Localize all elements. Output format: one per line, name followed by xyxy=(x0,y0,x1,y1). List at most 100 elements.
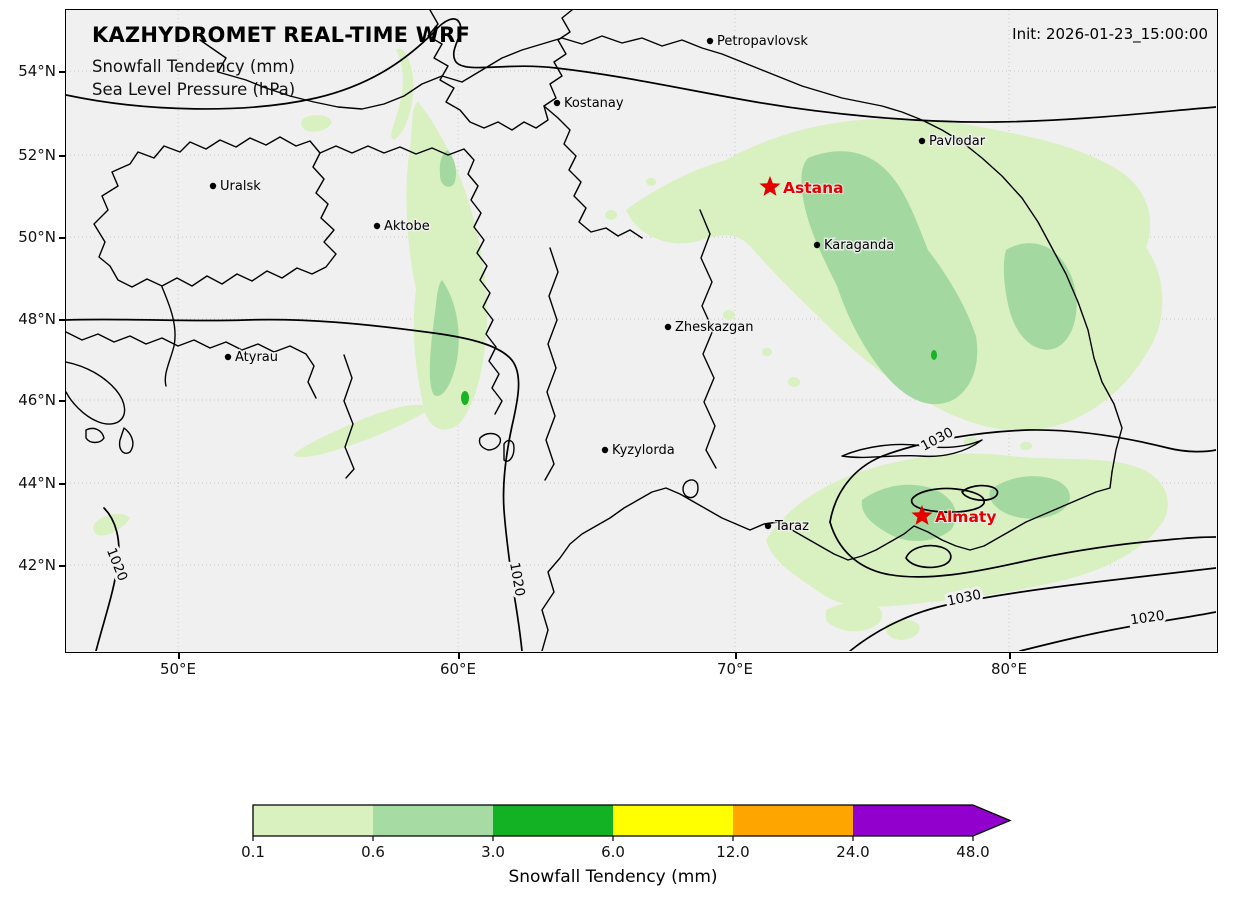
snowfall-area-medium xyxy=(861,484,956,542)
x-tick-mark xyxy=(177,653,180,659)
city-label: Karaganda xyxy=(824,238,894,253)
snowfall-shading xyxy=(93,48,1168,640)
snowfall-area-light xyxy=(766,453,1168,607)
city-dot-icon xyxy=(664,323,672,331)
x-tick-label: 50°E xyxy=(159,660,197,678)
region-border xyxy=(319,145,503,415)
caspian-coastline xyxy=(66,361,126,425)
map-plot-area: 1020 1020 1030 1030 1020 Petropavlovsk Kostan… xyxy=(65,9,1218,653)
map-title: KAZHYDROMET REAL-TIME WRF xyxy=(92,23,471,47)
pressure-contour-closed xyxy=(961,484,999,502)
y-tick-label: 46°N xyxy=(18,391,56,409)
region-border xyxy=(66,331,317,399)
city-dot-icon xyxy=(918,137,926,145)
region-border xyxy=(427,10,573,131)
y-tick-label: 44°N xyxy=(18,474,56,492)
x-tick-label: 70°E xyxy=(716,660,754,678)
snowfall-speck-heavy xyxy=(931,350,937,360)
snowfall-area-medium xyxy=(439,150,456,187)
map-subtitle-pressure: Sea Level Pressure (hPa) xyxy=(92,80,296,99)
capital-star-icon xyxy=(911,505,933,525)
pressure-contours xyxy=(66,18,1216,651)
y-tick-label: 54°N xyxy=(18,62,56,80)
map-subtitle-snowfall: Snowfall Tendency (mm) xyxy=(92,57,295,76)
snowfall-area-medium xyxy=(989,476,1070,519)
region-border xyxy=(544,247,559,481)
pressure-contour-closed xyxy=(910,487,985,514)
region-border xyxy=(93,136,337,288)
river-line xyxy=(161,286,176,387)
colorbar-tick-label: 0.6 xyxy=(361,843,385,861)
snowfall-area-light xyxy=(826,602,883,632)
map-boundaries xyxy=(66,10,1123,651)
capital-city-label: Almaty xyxy=(935,508,996,526)
y-tick-label: 52°N xyxy=(18,146,56,164)
snowfall-area-light xyxy=(93,513,130,536)
x-tick-mark xyxy=(457,653,460,659)
city-label: Uralsk xyxy=(220,179,261,194)
y-tick-label: 42°N xyxy=(18,556,56,574)
pressure-contour-label: 1020 xyxy=(506,561,528,598)
snowfall-area-light xyxy=(301,114,332,132)
x-tick-mark xyxy=(734,653,737,659)
region-border xyxy=(699,209,717,469)
city-label: Pavlodar xyxy=(929,134,986,149)
pressure-contour-1030 xyxy=(829,429,1216,523)
city-dot-icon xyxy=(553,99,561,107)
snowfall-speckle xyxy=(646,178,656,186)
y-tick-mark xyxy=(59,564,65,567)
snowfall-speck-heavy xyxy=(461,391,469,405)
colorbar-tick-label: 3.0 xyxy=(481,843,505,861)
pressure-contour-label: 1030 xyxy=(918,424,956,454)
colorbar-tick-label: 6.0 xyxy=(601,843,625,861)
city-dot-icon xyxy=(706,37,714,45)
lake-outline xyxy=(478,432,502,451)
city-label: Atyrau xyxy=(235,350,278,365)
city-dot-icon xyxy=(209,182,217,190)
y-tick-label: 48°N xyxy=(18,310,56,328)
colorbar-segment xyxy=(373,805,493,836)
colorbar-tick-label: 48.0 xyxy=(956,843,990,861)
snowfall-area-light xyxy=(293,405,432,458)
y-tick-mark xyxy=(59,399,65,402)
y-tick-mark xyxy=(59,318,65,321)
y-tick-mark xyxy=(59,236,65,239)
snowfall-speckle xyxy=(723,310,735,320)
city-label: Aktobe xyxy=(384,219,430,234)
x-tick-label: 60°E xyxy=(439,660,477,678)
city-dot-icon xyxy=(601,446,609,454)
colorbar xyxy=(252,804,1012,841)
colorbar-segment xyxy=(733,805,853,836)
lake-outline xyxy=(682,479,699,499)
region-border xyxy=(543,105,643,239)
southern-border xyxy=(541,471,1113,651)
coast-islet xyxy=(85,427,105,444)
city-dot-icon xyxy=(764,522,772,530)
city-label: Kostanay xyxy=(564,96,624,111)
colorbar-axis-label: Snowfall Tendency (mm) xyxy=(508,867,718,887)
snowfall-speckle xyxy=(788,377,800,387)
capital-city-label: Astana xyxy=(783,179,844,197)
pressure-contour-1030 xyxy=(829,521,1216,578)
city-label: Zheskazgan xyxy=(675,320,753,335)
colorbar-tick-label: 0.1 xyxy=(241,843,265,861)
colorbar-segment xyxy=(493,805,613,836)
city-label: Taraz xyxy=(774,519,809,534)
y-tick-mark xyxy=(59,70,65,73)
colorbar-outline xyxy=(252,804,1012,837)
snowfall-area-light xyxy=(391,48,414,140)
colorbar-tick-label: 12.0 xyxy=(716,843,750,861)
snowfall-area-medium xyxy=(1003,243,1077,350)
city-dot-icon xyxy=(373,222,381,230)
colorbar-segment xyxy=(253,805,373,836)
colorbar-over-arrow xyxy=(973,805,1010,836)
city-label: Petropavlovsk xyxy=(717,34,808,49)
city-label: Kyzylorda xyxy=(612,443,675,458)
city-dot-icon xyxy=(813,241,821,249)
city-dot-icon xyxy=(224,353,232,361)
pressure-contour-label: 1020 xyxy=(1129,608,1165,629)
region-border xyxy=(343,354,355,479)
lake-balkhash-outline xyxy=(841,439,983,459)
